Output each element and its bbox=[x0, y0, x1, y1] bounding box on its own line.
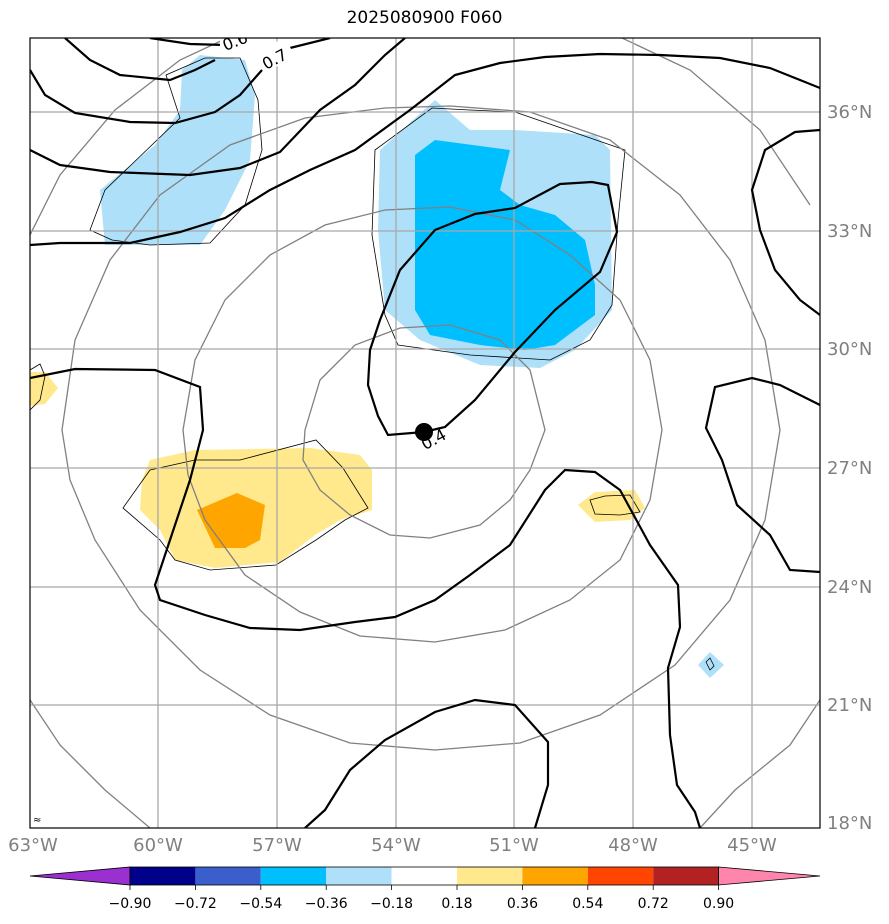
colorbar-tick-9: 0.72 bbox=[638, 896, 669, 912]
lat-label-21n: 21°N bbox=[827, 695, 872, 716]
map-frame bbox=[29, 37, 821, 829]
contour-label-1: 0.6 bbox=[220, 28, 251, 55]
lat-label-18n: 18°N bbox=[827, 813, 872, 834]
colorbar-tick-3: −0.54 bbox=[239, 896, 282, 912]
shade-light-blue-small bbox=[698, 652, 724, 678]
shade-blue-core bbox=[415, 140, 595, 350]
graticule bbox=[30, 38, 820, 828]
lat-label-27n: 27°N bbox=[827, 458, 872, 479]
lon-label-63w: 63°W bbox=[8, 835, 58, 856]
colorbar: −0.90 −0.72 −0.54 −0.36 −0.18 0.18 0.36 … bbox=[29, 866, 821, 912]
lat-label-24n: 24°N bbox=[827, 577, 872, 598]
colorbar-tick-5: −0.18 bbox=[370, 896, 413, 912]
shade-light-blue-nw bbox=[100, 55, 255, 245]
lon-label-57w: 57°W bbox=[252, 835, 302, 856]
colorbar-tick-8: 0.54 bbox=[572, 896, 603, 912]
radius-rings bbox=[30, 38, 820, 828]
lon-label-48w: 48°W bbox=[608, 835, 658, 856]
colorbar-bin-3 bbox=[260, 867, 327, 885]
colorbar-tick-7: 0.36 bbox=[507, 896, 538, 912]
lon-label-60w: 60°W bbox=[133, 835, 183, 856]
shade-yellow-w bbox=[30, 372, 58, 406]
colorbar-tick-2: −0.72 bbox=[174, 896, 217, 912]
colorbar-tick-1: −0.90 bbox=[109, 896, 152, 912]
bold-contours bbox=[30, 38, 820, 828]
lon-axis: 63°W 60°W 57°W 54°W 51°W 48°W 45°W bbox=[8, 835, 777, 856]
colorbar-bin-8 bbox=[587, 867, 654, 885]
colorbar-extend-low bbox=[29, 866, 131, 886]
colorbar-tick-4: −0.36 bbox=[305, 896, 348, 912]
colorbar-tick-10: 0.90 bbox=[703, 896, 734, 912]
colorbar-extend-high bbox=[718, 866, 821, 886]
lat-axis: 36°N 33°N 30°N 27°N 24°N 21°N 18°N bbox=[827, 102, 872, 834]
colorbar-bin-5 bbox=[391, 867, 457, 885]
colorbar-tick-6: 0.18 bbox=[441, 896, 472, 912]
svg-text:≈: ≈ bbox=[33, 815, 41, 826]
colorbar-bin-6 bbox=[457, 867, 523, 885]
storm-center-marker bbox=[415, 423, 433, 441]
colorbar-bin-1 bbox=[130, 867, 196, 885]
lon-label-45w: 45°W bbox=[727, 835, 777, 856]
colorbar-bin-7 bbox=[522, 867, 588, 885]
lon-label-54w: 54°W bbox=[371, 835, 421, 856]
thin-contours bbox=[30, 57, 715, 671]
shading-layer bbox=[30, 55, 724, 678]
lat-label-36n: 36°N bbox=[827, 102, 872, 123]
colorbar-bin-2 bbox=[195, 867, 261, 885]
lon-label-51w: 51°W bbox=[489, 835, 539, 856]
colorbar-bin-4 bbox=[326, 867, 392, 885]
colorbar-bin-9 bbox=[653, 867, 719, 885]
lat-label-33n: 33°N bbox=[827, 221, 872, 242]
map-title: 2025080900 F060 bbox=[346, 8, 503, 28]
shade-orange-sw bbox=[197, 493, 265, 548]
lat-label-30n: 30°N bbox=[827, 339, 872, 360]
